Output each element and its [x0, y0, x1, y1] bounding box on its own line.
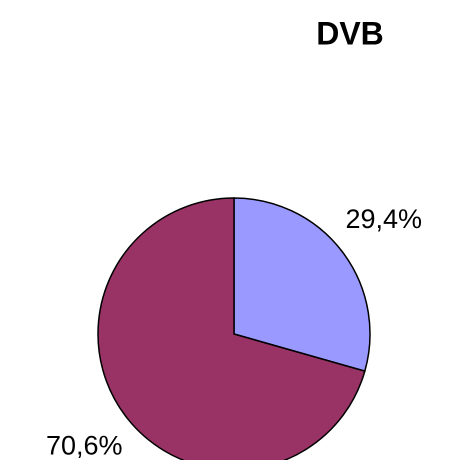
pie-slice — [233, 197, 371, 373]
data-label: 70,6% — [46, 430, 123, 460]
data-label: 29,4% — [345, 204, 422, 234]
pie-slice — [97, 197, 366, 460]
chart-title: DVB — [316, 15, 384, 51]
